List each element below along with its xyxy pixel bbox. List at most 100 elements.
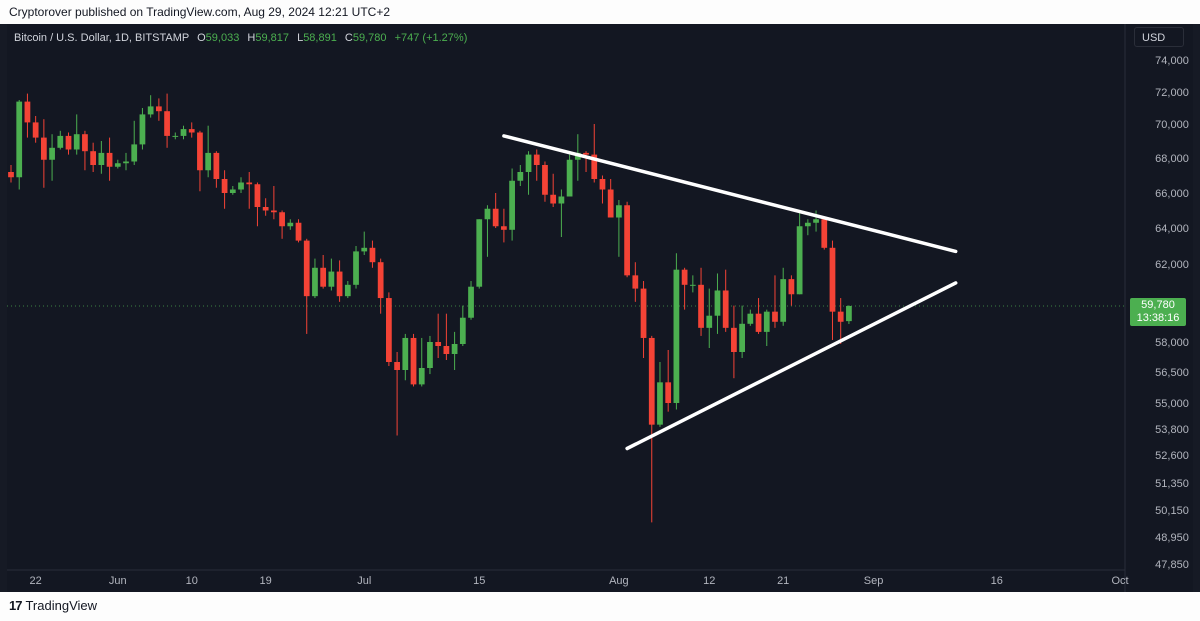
price-tick-label: 47,850: [1155, 559, 1189, 571]
candle-body: [772, 311, 778, 322]
time-tick-label: 10: [186, 575, 198, 587]
candle-body: [155, 106, 162, 112]
candle-body: [336, 271, 343, 297]
price-tick-label: 70,000: [1155, 119, 1189, 131]
candle-body: [131, 144, 138, 162]
candle-body: [303, 240, 310, 297]
high-label: H: [247, 32, 256, 44]
price-tick-label: 66,000: [1155, 188, 1189, 200]
high-value: 59,817: [255, 32, 289, 44]
candle-body: [591, 154, 598, 179]
candle-body: [648, 337, 655, 425]
candle-body: [673, 269, 680, 403]
candle-body: [246, 182, 253, 185]
candle-body: [722, 290, 729, 328]
last-price-tag: 59,780 13:38:16: [1130, 298, 1186, 326]
candle-body: [550, 194, 557, 204]
candle-body: [804, 222, 811, 227]
price-tick-label: 56,500: [1155, 367, 1189, 379]
candle-body: [443, 346, 450, 354]
candle-body: [837, 311, 844, 322]
currency-button[interactable]: USD: [1134, 27, 1184, 47]
candle-body: [73, 134, 80, 150]
candle-body: [476, 219, 483, 287]
candle-body: [386, 298, 392, 362]
close-label: C: [344, 32, 353, 44]
candle-body: [114, 163, 121, 167]
candle-body: [624, 205, 630, 276]
candle-body: [451, 344, 458, 354]
price-tick-label: 64,000: [1155, 223, 1189, 235]
time-tick-label: 12: [703, 575, 715, 587]
candle-body: [238, 182, 244, 190]
candle-body: [106, 152, 113, 167]
price-tick-label: 48,950: [1155, 532, 1189, 544]
time-tick-label: 16: [991, 575, 1003, 587]
candle-body: [394, 362, 400, 370]
candle-body: [57, 135, 64, 148]
ascending-support-trendline: [625, 281, 958, 451]
price-tick-label: 74,000: [1155, 55, 1189, 67]
published-text: Cryptorover published on TradingView.com…: [9, 5, 391, 19]
candle-body: [90, 151, 97, 165]
candle-body: [616, 205, 622, 218]
candle-body: [24, 101, 31, 123]
candle-body: [32, 122, 39, 138]
candle-body: [49, 147, 55, 160]
change-value: +747 (+1.27%): [394, 32, 468, 44]
candle-body: [123, 161, 129, 164]
candle-body: [632, 275, 639, 289]
candle-body: [402, 337, 409, 370]
candle-body: [821, 219, 828, 248]
candle-body: [320, 267, 327, 287]
last-price-value: 59,780: [1141, 299, 1175, 311]
candle-body: [657, 382, 663, 425]
time-tick-label: Oct: [1111, 575, 1128, 587]
candle-body: [468, 286, 474, 318]
candle-body: [689, 284, 696, 286]
open-label: O: [197, 32, 206, 44]
candle-body: [829, 247, 836, 312]
candle-body: [780, 279, 787, 322]
candle-body: [65, 135, 72, 150]
descending-resistance-trendline: [502, 134, 958, 254]
time-tick-label: 21: [777, 575, 789, 587]
candle-body: [706, 315, 713, 328]
price-axis[interactable]: 74,000 72,000 70,000 68,000 66,000 64,000 62,0…: [1155, 55, 1189, 571]
candle-body: [846, 306, 852, 322]
price-tick-label: 50,150: [1155, 505, 1189, 517]
candle-body: [344, 284, 351, 297]
price-tick-label: 53,800: [1155, 424, 1189, 436]
candle-body: [312, 267, 318, 297]
candle-body: [731, 327, 737, 352]
candle-body: [205, 152, 212, 171]
close-value: 59,780: [352, 32, 387, 44]
symbol-legend: Bitcoin / U.S. Dollar, 1D, BITSTAMP O 59,…: [14, 31, 467, 45]
tradingview-logo[interactable]: 17 TradingView: [9, 597, 97, 615]
candle-body: [788, 279, 795, 295]
time-axis[interactable]: 22 Jun 10 19 Jul 15 Aug 12 21 Sep 16 Oct: [30, 575, 1129, 587]
candle-body: [270, 210, 277, 213]
candle-body: [763, 311, 770, 332]
candle-body: [287, 222, 294, 227]
time-tick-label: Jun: [109, 575, 127, 587]
trendlines: [502, 134, 958, 451]
price-tick-label: 51,350: [1155, 478, 1189, 490]
time-tick-label: 15: [473, 575, 485, 587]
low-value: 58,891: [303, 32, 337, 44]
candle-body: [640, 288, 647, 338]
symbol-name: Bitcoin / U.S. Dollar, 1D, BITSTAMP: [14, 32, 190, 44]
candle-body: [98, 152, 105, 165]
price-tick-label: 55,000: [1155, 398, 1189, 410]
price-tick-label: 58,000: [1155, 337, 1189, 349]
candle-body: [484, 208, 491, 220]
candle-body: [82, 134, 88, 152]
candle-body: [796, 226, 803, 295]
candle-body: [566, 159, 573, 197]
candle-body: [180, 129, 187, 136]
tradingview-logo-icon: 17: [9, 598, 23, 613]
time-tick-label: Sep: [864, 575, 884, 587]
candle-body: [377, 262, 384, 299]
candle-body: [147, 106, 154, 115]
